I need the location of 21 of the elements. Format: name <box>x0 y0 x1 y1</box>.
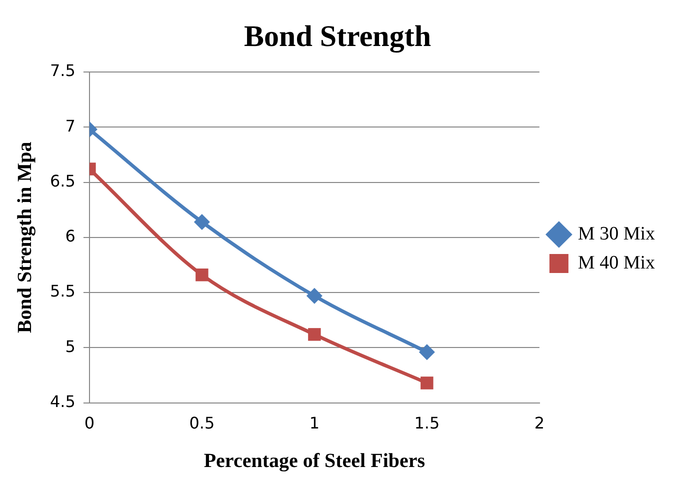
chart-title: Bond Strength <box>244 20 432 53</box>
y-tick-label: 7.5 <box>50 61 76 80</box>
point <box>418 344 435 360</box>
y-tick-label: 5.5 <box>50 282 76 301</box>
x-axis-title: Percentage of Steel Fibers <box>204 450 426 472</box>
point <box>420 376 434 390</box>
point <box>306 288 322 304</box>
x-tick-label: 0 <box>84 414 95 433</box>
x-tick-label: 2 <box>534 414 545 433</box>
legend-label: M 40 Mix <box>578 252 656 274</box>
y-tick-label: 4.5 <box>50 392 76 411</box>
legend-label: M 30 Mix <box>578 223 656 244</box>
y-tick-label: 7 <box>65 116 76 136</box>
x-tick-label: 1.5 <box>414 414 440 433</box>
x-tick-label: 0.5 <box>189 414 215 433</box>
y-tick-label: 5 <box>65 336 76 356</box>
y-tick-label: 6.5 <box>50 171 76 190</box>
x-tick-label: 1 <box>309 414 320 433</box>
point <box>308 328 321 341</box>
y-tick-label: 6 <box>65 226 76 246</box>
y-axis-title: Bond Strength in Mpa <box>14 142 36 334</box>
